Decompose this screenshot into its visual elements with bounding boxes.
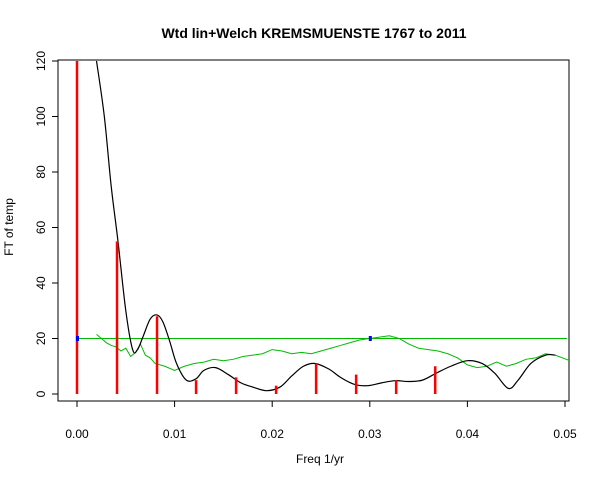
y-tick-label: 40 xyxy=(34,276,48,290)
y-tick-label: 0 xyxy=(34,390,48,397)
reference-marker xyxy=(76,336,79,341)
x-tick-label: 0.04 xyxy=(456,427,480,441)
y-tick-label: 100 xyxy=(34,106,48,126)
y-tick-label: 120 xyxy=(34,51,48,71)
x-tick-label: 0.00 xyxy=(65,427,89,441)
x-axis-label: Freq 1/yr xyxy=(296,452,344,466)
noise-spectrum-line xyxy=(96,333,569,371)
x-tick-label: 0.02 xyxy=(261,427,285,441)
y-axis: 0 20 40 60 80 100 120 xyxy=(34,51,59,397)
plot-series-group xyxy=(75,60,569,394)
x-axis: 0.00 0.01 0.02 0.03 0.04 0.05 xyxy=(65,400,577,441)
smooth-spectrum-line xyxy=(95,60,556,392)
y-axis-label: FT of temp xyxy=(2,198,16,256)
chart-title: Wtd lin+Welch KREMSMUENSTE 1767 to 2011 xyxy=(161,25,466,41)
plot-area xyxy=(75,60,569,394)
y-tick-label: 60 xyxy=(34,221,48,235)
reference-marker xyxy=(368,336,372,341)
x-tick-label: 0.05 xyxy=(553,427,577,441)
x-tick-label: 0.01 xyxy=(163,427,187,441)
plot-frame xyxy=(57,59,570,402)
y-tick-label: 80 xyxy=(34,165,48,179)
y-tick-label: 20 xyxy=(34,332,48,346)
x-tick-label: 0.03 xyxy=(358,427,382,441)
